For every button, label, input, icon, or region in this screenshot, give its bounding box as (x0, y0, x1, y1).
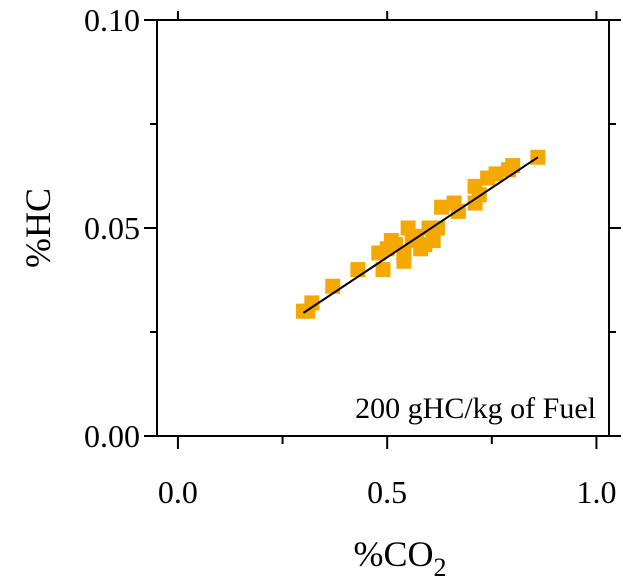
tick-labels: 0.0 0.5 1.0 0.00 0.05 0.10 (84, 2, 616, 510)
plot-frame (156, 19, 610, 437)
data-point (434, 199, 450, 215)
y-tick-label-2: 0.10 (84, 2, 140, 38)
data-point (425, 232, 441, 248)
axis-ticks (144, 11, 621, 449)
data-point (396, 253, 412, 269)
x-tick-label-0: 0.0 (158, 474, 198, 510)
data-point (375, 262, 391, 278)
y-axis-title: %HC (18, 188, 58, 268)
data-point (429, 220, 445, 236)
data-point (350, 262, 366, 278)
y-tick-label-1: 0.05 (84, 210, 140, 246)
data-point (505, 158, 521, 174)
data-point (488, 166, 504, 182)
y-tick-label-0: 0.00 (84, 418, 140, 454)
x-tick-label-2: 1.0 (576, 474, 616, 510)
x-tick-label-1: 0.5 (367, 474, 407, 510)
x-axis-title: %CO2 (354, 534, 447, 579)
x-axis-title-main: %CO (354, 534, 434, 574)
annotation-text: 200 gHC/kg of Fuel (355, 392, 596, 425)
x-axis-title-subscript: 2 (434, 553, 447, 579)
data-point (325, 278, 341, 294)
fit-line (302, 156, 539, 314)
